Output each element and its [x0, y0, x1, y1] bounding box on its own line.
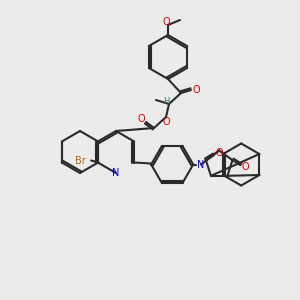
Text: N: N	[112, 168, 120, 178]
Text: N: N	[197, 160, 205, 170]
Text: O: O	[242, 162, 249, 172]
Text: O: O	[192, 85, 200, 95]
Text: H: H	[163, 98, 169, 106]
Text: O: O	[162, 17, 170, 27]
Text: O: O	[215, 148, 223, 158]
Text: O: O	[162, 117, 170, 127]
Text: Br: Br	[75, 155, 86, 166]
Text: O: O	[137, 114, 145, 124]
